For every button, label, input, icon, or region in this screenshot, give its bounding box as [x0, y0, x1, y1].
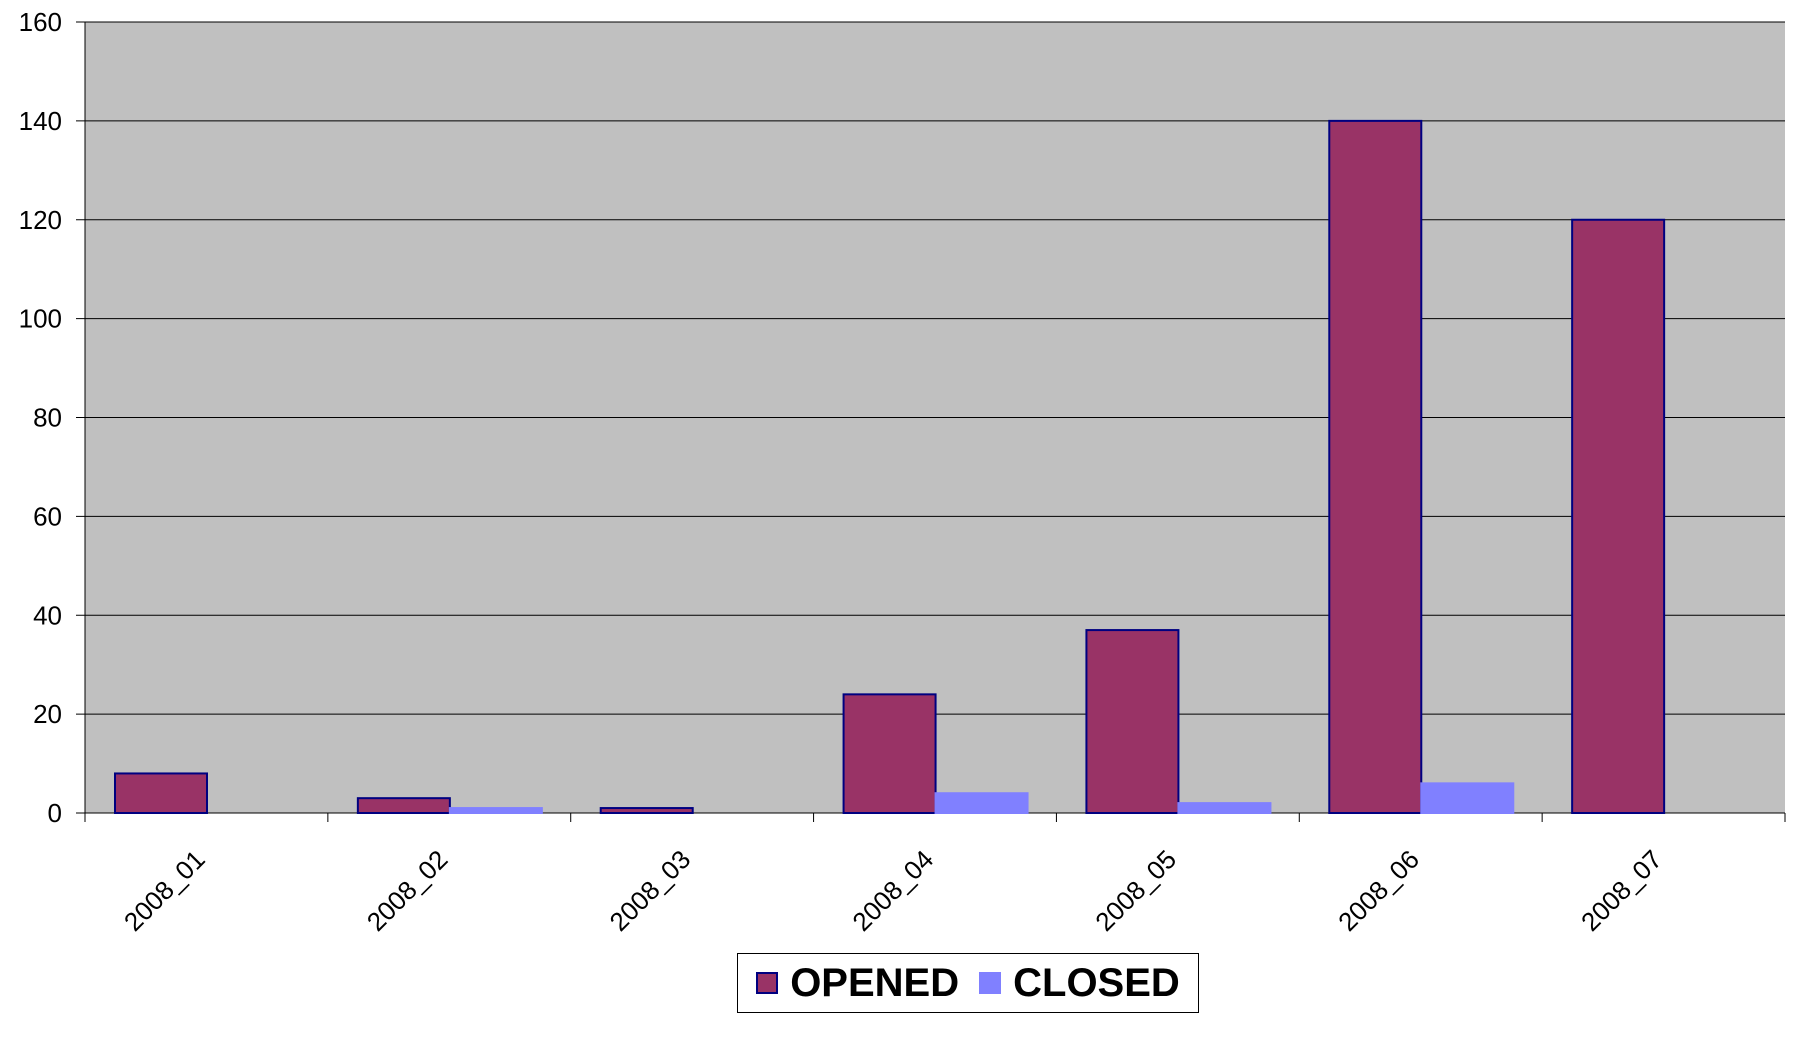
y-tick-label: 140	[19, 106, 62, 136]
legend-item-opened: OPENED	[756, 963, 959, 1003]
x-tick-label: 2008_02	[361, 844, 454, 937]
bar-opened	[1085, 629, 1180, 814]
bar-opened	[1328, 119, 1423, 814]
x-tick-label: 2008_05	[1089, 844, 1182, 937]
x-tick-label: 2008_07	[1575, 844, 1668, 937]
bar-closed	[1420, 782, 1515, 815]
y-tick-label: 40	[33, 600, 62, 630]
y-tick-label: 60	[33, 501, 62, 531]
y-tick-label: 120	[19, 205, 62, 235]
y-tick-label: 80	[33, 403, 62, 433]
legend-swatch-opened	[756, 972, 779, 994]
bar-closed	[1177, 802, 1272, 814]
legend-label-closed: CLOSED	[1013, 961, 1180, 1005]
legend-label-opened: OPENED	[790, 961, 960, 1005]
y-tick-label: 100	[19, 304, 62, 334]
bar-closed	[934, 792, 1029, 814]
x-tick-label: 2008_04	[846, 844, 939, 937]
bar-opened	[842, 693, 937, 814]
bar-opened	[356, 797, 451, 815]
y-tick-label: 20	[33, 699, 62, 729]
x-tick-label: 2008_06	[1332, 844, 1425, 937]
bar-opened	[599, 807, 694, 815]
x-tick-label: 2008_01	[118, 844, 211, 937]
bar-opened	[114, 772, 208, 815]
legend-item-closed: CLOSED	[979, 963, 1180, 1003]
x-tick-label: 2008_03	[604, 844, 697, 937]
bar-closed	[448, 807, 543, 815]
chart-legend: OPENED CLOSED	[737, 953, 1199, 1013]
y-tick-label: 0	[48, 798, 62, 828]
bar-opened	[1571, 218, 1666, 814]
y-tick-label: 160	[19, 7, 62, 37]
legend-swatch-closed	[979, 972, 1002, 994]
